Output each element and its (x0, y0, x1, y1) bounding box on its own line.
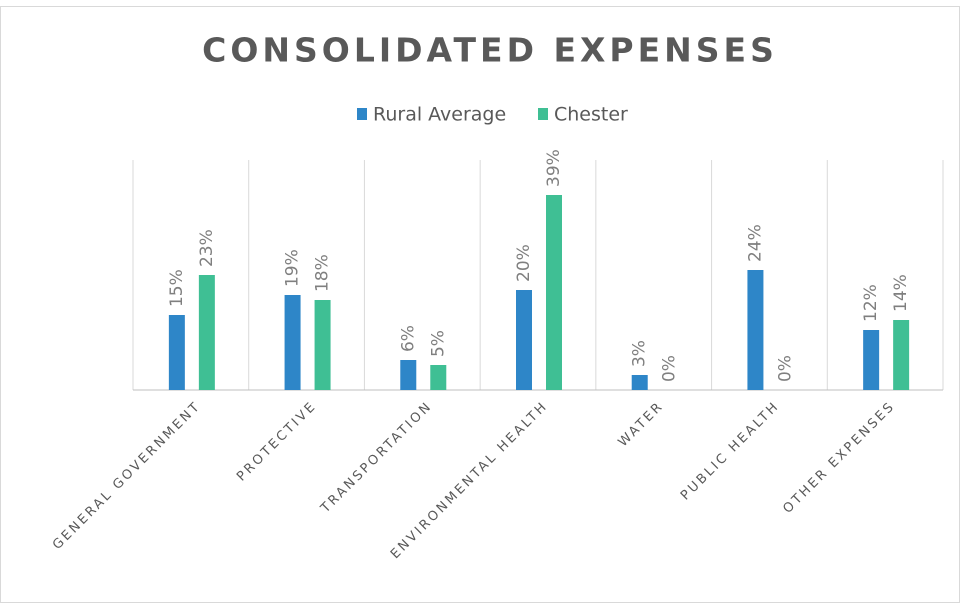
data-label: 24% (745, 224, 765, 262)
data-label: 20% (514, 244, 534, 282)
bar (400, 360, 417, 390)
data-label: 0% (775, 355, 795, 382)
data-label: 19% (283, 249, 303, 287)
legend-label: Chester (554, 104, 628, 126)
data-label: 0% (660, 355, 680, 382)
bar (198, 275, 215, 390)
data-label: 14% (891, 274, 911, 312)
bar (284, 295, 301, 390)
bar (631, 375, 648, 390)
data-label: 12% (861, 284, 881, 322)
bar (747, 270, 764, 390)
data-label: 6% (398, 325, 418, 352)
legend-label: Rural Average (373, 104, 506, 126)
data-label: 23% (197, 229, 217, 267)
data-label: 39% (544, 149, 564, 187)
legend-swatch (357, 108, 367, 120)
data-label: 15% (167, 269, 187, 307)
bar (314, 300, 331, 390)
bar (516, 290, 532, 390)
chart-title: CONSOLIDATED EXPENSES (202, 31, 778, 70)
data-label: 18% (313, 254, 333, 292)
bar (168, 315, 185, 390)
bar (893, 320, 910, 390)
data-label: 5% (428, 330, 448, 357)
data-label: 3% (630, 340, 650, 367)
bar (430, 365, 447, 390)
bar (546, 195, 562, 390)
legend-swatch (538, 108, 548, 120)
bar (863, 330, 880, 390)
